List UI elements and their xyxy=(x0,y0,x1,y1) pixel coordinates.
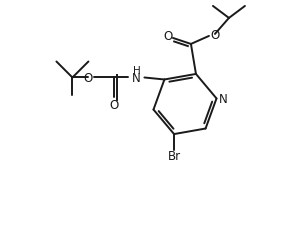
Text: N: N xyxy=(132,72,141,85)
Text: H: H xyxy=(133,66,140,76)
Text: O: O xyxy=(210,29,220,42)
Text: N: N xyxy=(219,92,228,106)
Text: Br: Br xyxy=(168,149,181,162)
Text: O: O xyxy=(110,99,119,112)
Text: O: O xyxy=(163,30,173,43)
Text: O: O xyxy=(84,72,93,85)
